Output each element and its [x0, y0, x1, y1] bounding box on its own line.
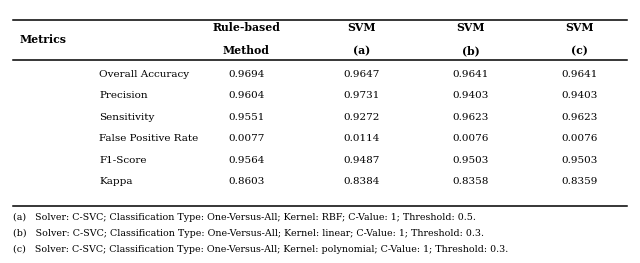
Text: Sensitivity: Sensitivity [99, 113, 155, 122]
Text: 0.9551: 0.9551 [228, 113, 264, 122]
Text: 0.9604: 0.9604 [228, 91, 264, 100]
Text: False Positive Rate: False Positive Rate [99, 134, 198, 143]
Text: Metrics: Metrics [19, 34, 66, 45]
Text: SVM: SVM [456, 22, 484, 33]
Text: (c): (c) [571, 45, 588, 56]
Text: Precision: Precision [99, 91, 148, 100]
Text: 0.0076: 0.0076 [452, 134, 488, 143]
Text: 0.9403: 0.9403 [561, 91, 597, 100]
Text: 0.9623: 0.9623 [561, 113, 597, 122]
Text: 0.0114: 0.0114 [344, 134, 380, 143]
Text: Overall Accuracy: Overall Accuracy [99, 70, 189, 79]
Text: 0.8603: 0.8603 [228, 178, 264, 186]
Text: (a): (a) [353, 45, 370, 56]
Text: 0.8358: 0.8358 [452, 178, 488, 186]
Text: Rule-based: Rule-based [212, 22, 280, 33]
Text: 0.9641: 0.9641 [561, 70, 597, 79]
Text: Method: Method [223, 45, 270, 56]
Text: (b)   Solver: C-SVC; Classification Type: One-Versus-All; Kernel: linear; C-Valu: (b) Solver: C-SVC; Classification Type: … [13, 229, 484, 238]
Text: (b): (b) [461, 45, 479, 56]
Text: SVM: SVM [348, 22, 376, 33]
Text: (c)   Solver: C-SVC; Classification Type: One-Versus-All; Kernel: polynomial; C-: (c) Solver: C-SVC; Classification Type: … [13, 245, 508, 254]
Text: 0.0077: 0.0077 [228, 134, 264, 143]
Text: 0.9564: 0.9564 [228, 156, 264, 165]
Text: 0.0076: 0.0076 [561, 134, 597, 143]
Text: 0.9623: 0.9623 [452, 113, 488, 122]
Text: 0.9647: 0.9647 [344, 70, 380, 79]
Text: SVM: SVM [565, 22, 593, 33]
Text: 0.9403: 0.9403 [452, 91, 488, 100]
Text: F1-Score: F1-Score [99, 156, 147, 165]
Text: 0.9731: 0.9731 [344, 91, 380, 100]
Text: 0.9503: 0.9503 [561, 156, 597, 165]
Text: Kappa: Kappa [99, 178, 132, 186]
Text: 0.8384: 0.8384 [344, 178, 380, 186]
Text: 0.9487: 0.9487 [344, 156, 380, 165]
Text: 0.8359: 0.8359 [561, 178, 597, 186]
Text: (a)   Solver: C-SVC; Classification Type: One-Versus-All; Kernel: RBF; C-Value: : (a) Solver: C-SVC; Classification Type: … [13, 213, 476, 221]
Text: 0.9503: 0.9503 [452, 156, 488, 165]
Text: 0.9272: 0.9272 [344, 113, 380, 122]
Text: 0.9694: 0.9694 [228, 70, 264, 79]
Text: 0.9641: 0.9641 [452, 70, 488, 79]
